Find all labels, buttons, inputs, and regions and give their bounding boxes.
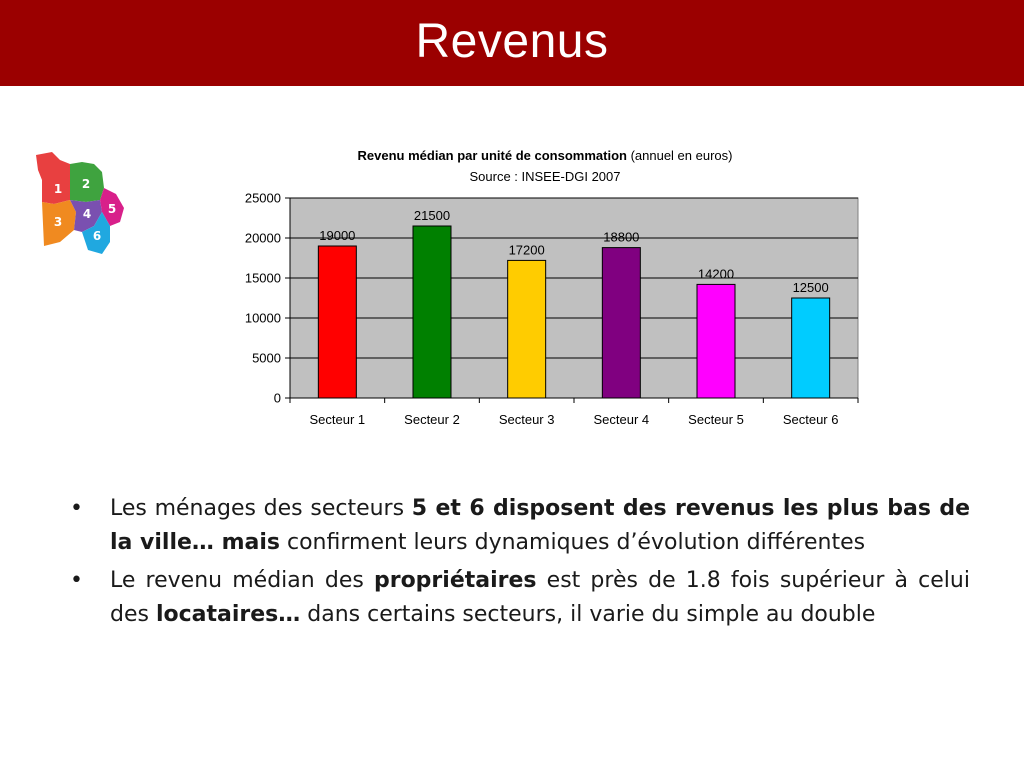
bullet-bold-text: 5 et 6 disposent des revenus les plus ba… [110,496,970,555]
data-label: 17200 [509,242,545,257]
map-sector-2 [70,162,104,202]
map-label-6: 6 [93,229,101,243]
chart-title: Revenu médian par unité de consommation … [358,148,733,163]
chart-subtitle: Source : INSEE-DGI 2007 [469,169,620,184]
slide-header: Revenus [0,0,1024,86]
map-label-1: 1 [54,182,62,196]
x-tick-label: Secteur 5 [688,412,744,427]
bar-2 [412,225,452,399]
chart-title-bold: Revenu médian par unité de consommation [358,148,627,163]
bullet-text: dans certains secteurs, il varie du simp… [300,602,876,627]
bar-4 [601,247,641,399]
map-sector-5 [100,188,124,226]
y-tick-label: 5000 [252,351,281,366]
data-label: 12500 [793,280,829,295]
data-label: 18800 [603,230,639,245]
bar-6 [791,297,831,399]
bullet-text: est près de 1.8 fois supérieur à celui d… [110,568,970,627]
y-tick-label: 10000 [245,311,281,326]
data-label: 21500 [414,208,450,223]
x-tick-label: Secteur 6 [783,412,839,427]
slide-title: Revenus [415,14,609,68]
bullet-bold-text: propriétaires [373,568,537,593]
map-sector-6 [82,212,110,254]
map-sector-1 [36,152,70,204]
bullet-list: Les ménages des secteurs 5 et 6 disposen… [70,492,970,636]
chart-title-rest: (annuel en euros) [627,148,733,163]
bullet-bold-text: locataires… [155,602,301,627]
revenue-bar-chart: Revenu médian par unité de consommation … [245,148,859,427]
map-label-5: 5 [108,202,116,216]
map-sector-3 [42,200,76,246]
bullet-text: Le revenu médian des [110,568,374,593]
y-tick-label: 0 [274,391,281,406]
y-tick-label: 15000 [245,271,281,286]
map-label-2: 2 [82,177,90,191]
y-tick-label: 20000 [245,231,281,246]
plot-area [289,197,859,399]
bullet-item: Les ménages des secteurs 5 et 6 disposen… [70,492,970,560]
y-tick-label: 25000 [245,191,281,206]
bar-3 [507,259,547,399]
x-tick-label: Secteur 3 [499,412,555,427]
bullet-text: Les ménages des secteurs [110,496,412,521]
map-label-4: 4 [83,207,91,221]
map-sector-4 [70,200,102,232]
data-label: 19000 [319,228,355,243]
x-tick-label: Secteur 2 [404,412,460,427]
bar-1 [317,245,357,399]
x-tick-label: Secteur 4 [594,412,650,427]
data-label: 14200 [698,266,734,281]
bullet-text: confirment leurs dynamiques d’évolution … [280,530,866,555]
x-tick-label: Secteur 1 [310,412,366,427]
map-label-3: 3 [54,215,62,229]
bullet-item: Le revenu médian des propriétaires est p… [70,564,970,632]
bar-5 [696,283,736,399]
district-map-icon: 1 2 3 4 5 6 [36,152,124,254]
